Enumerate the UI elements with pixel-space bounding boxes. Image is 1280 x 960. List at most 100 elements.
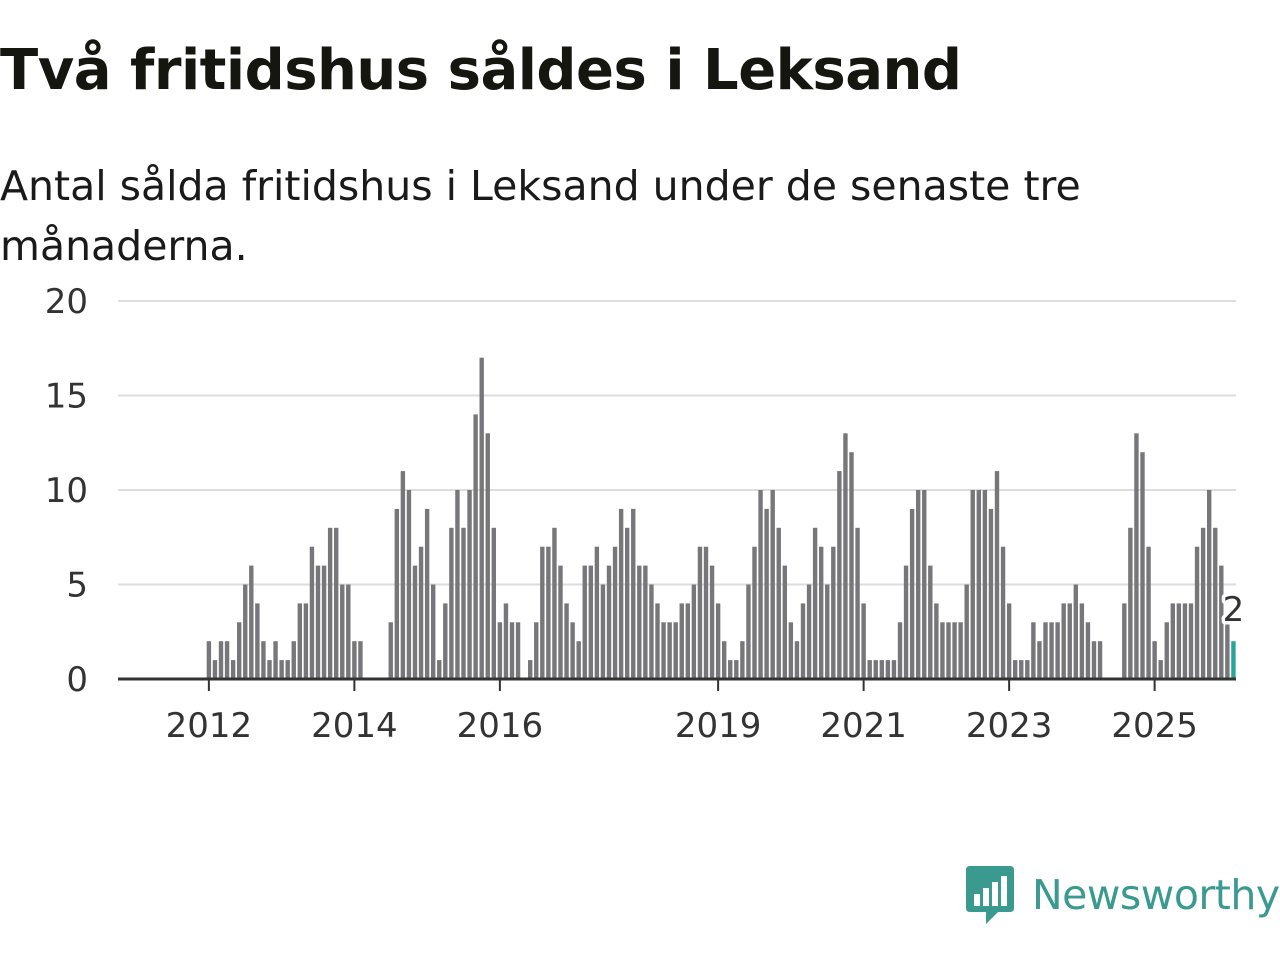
bar xyxy=(1146,546,1151,679)
bar xyxy=(812,527,818,679)
bar xyxy=(606,565,612,679)
bar xyxy=(1225,622,1230,679)
bar xyxy=(776,527,781,679)
bar xyxy=(321,565,327,679)
bar xyxy=(552,527,557,679)
y-tick-label: 0 xyxy=(66,660,88,700)
newsworthy-bar-chart-logo-icon xyxy=(966,866,1014,924)
bar xyxy=(515,622,521,679)
bar xyxy=(928,565,933,679)
bar xyxy=(1055,622,1060,679)
x-tick-label: 2016 xyxy=(457,706,544,746)
bar xyxy=(1134,433,1139,679)
y-tick-label: 15 xyxy=(45,377,88,417)
bar xyxy=(685,603,691,679)
bar xyxy=(849,452,854,679)
bar xyxy=(315,565,321,679)
x-tick-label: 2023 xyxy=(966,706,1053,746)
bar xyxy=(897,622,903,679)
bar xyxy=(230,660,236,679)
bar xyxy=(1170,603,1176,679)
bar xyxy=(988,508,994,679)
y-tick-label: 20 xyxy=(45,282,88,322)
bar xyxy=(418,546,424,679)
bar xyxy=(1019,660,1024,679)
bar xyxy=(1182,603,1188,679)
bar xyxy=(527,660,533,679)
bar xyxy=(412,565,418,679)
bar xyxy=(964,584,969,679)
bar xyxy=(818,546,824,679)
bar xyxy=(934,603,939,679)
bar xyxy=(958,622,963,679)
newsworthy-logo: Newsworthy xyxy=(964,864,1280,926)
bar xyxy=(1194,546,1200,679)
bar xyxy=(764,508,769,679)
bar xyxy=(1079,603,1085,679)
bar xyxy=(1140,452,1145,679)
bar xyxy=(831,546,836,679)
bar xyxy=(224,641,230,679)
bar xyxy=(800,603,806,679)
bar xyxy=(1176,603,1182,679)
bar xyxy=(691,584,697,679)
bar xyxy=(982,490,988,679)
bar xyxy=(491,527,497,679)
bar xyxy=(624,527,630,679)
bar-latest xyxy=(1231,641,1236,679)
bar xyxy=(909,508,915,679)
bar xyxy=(291,641,296,679)
bar xyxy=(1188,603,1194,679)
bar xyxy=(218,641,224,679)
axis-labels: 0 5 10 15 20 2012 2014 2016 2019 2021 2023 2025 2 xyxy=(45,282,1248,746)
bar xyxy=(388,622,393,679)
bar xyxy=(891,660,897,679)
bar xyxy=(1067,603,1072,679)
bar xyxy=(649,584,654,679)
bar xyxy=(400,471,406,679)
bar xyxy=(885,660,891,679)
bar xyxy=(843,433,848,679)
bar xyxy=(261,641,266,679)
bar xyxy=(485,433,490,679)
bar xyxy=(1085,622,1091,679)
bar xyxy=(540,546,545,679)
bar xyxy=(758,490,763,679)
bar xyxy=(279,660,284,679)
bar xyxy=(673,622,678,679)
x-tick-label: 2019 xyxy=(675,706,762,746)
bar xyxy=(406,490,412,679)
bar xyxy=(825,584,830,679)
bar xyxy=(915,490,921,679)
bar xyxy=(546,546,551,679)
bar xyxy=(655,603,660,679)
bar xyxy=(770,490,775,679)
bar xyxy=(1158,660,1163,679)
bar xyxy=(594,546,600,679)
bar xyxy=(358,641,363,679)
bar xyxy=(618,508,624,679)
bar xyxy=(867,660,872,679)
bar xyxy=(1061,603,1066,679)
bar xyxy=(424,508,430,679)
bar xyxy=(794,641,800,679)
bar xyxy=(497,622,503,679)
bar xyxy=(734,660,739,679)
bar xyxy=(994,471,1000,679)
bar xyxy=(1219,565,1224,679)
bar xyxy=(285,660,290,679)
bar xyxy=(437,660,442,679)
bar xyxy=(327,527,333,679)
bar xyxy=(600,584,606,679)
bar xyxy=(637,565,642,679)
bar xyxy=(612,546,618,679)
bar xyxy=(1152,641,1157,679)
bar xyxy=(394,508,400,679)
bar xyxy=(721,641,727,679)
bar xyxy=(473,414,478,679)
bar xyxy=(709,565,715,679)
bar xyxy=(212,660,218,679)
bar-chart: 0 5 10 15 20 2012 2014 2016 2019 2021 2023 2025 2 xyxy=(45,282,1248,746)
y-tick-label: 5 xyxy=(66,566,88,606)
bar xyxy=(430,584,436,679)
